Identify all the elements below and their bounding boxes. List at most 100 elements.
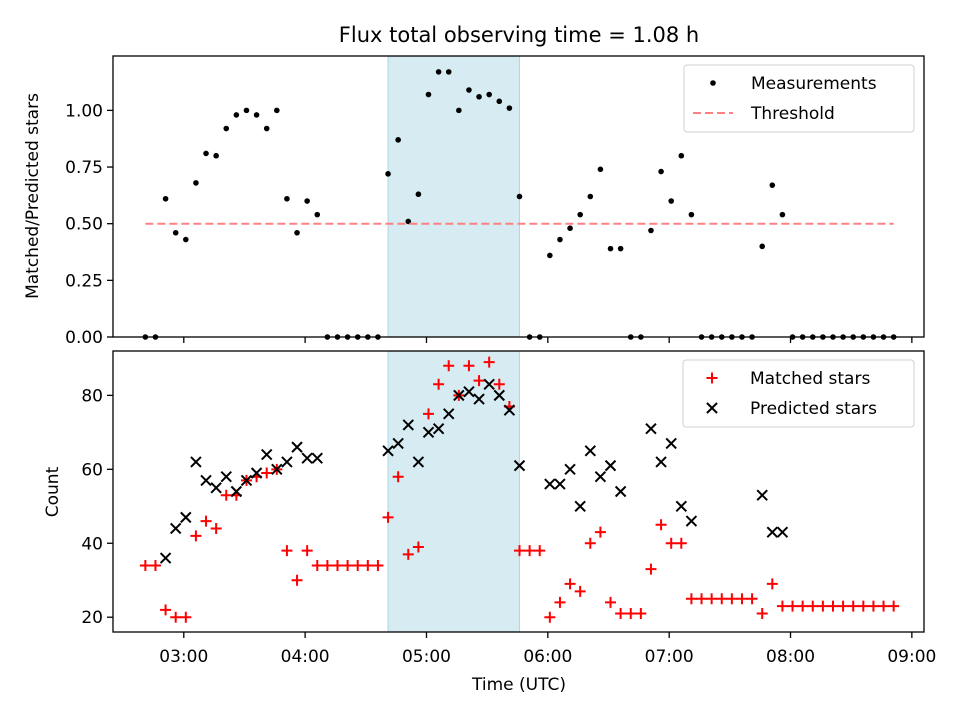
bottom-y-tick-label: 60 — [81, 460, 103, 480]
top-legend-label: Threshold — [750, 104, 835, 124]
matched-star-marker — [827, 600, 839, 612]
measurement-point — [314, 211, 321, 218]
matched-star-marker — [149, 559, 161, 571]
matched-star-marker — [766, 578, 778, 590]
matched-star-marker — [342, 559, 354, 571]
bottom-y-tick-label: 80 — [81, 386, 103, 406]
top-y-tick-label: 0.75 — [65, 158, 103, 178]
measurement-point — [557, 236, 563, 243]
predicted-star-marker — [392, 437, 404, 450]
measurement-point — [294, 229, 300, 236]
bottom-highlight-span-group — [387, 350, 521, 633]
predicted-star-marker — [220, 471, 232, 483]
matched-star-marker — [564, 578, 576, 590]
predicted-star-marker — [554, 478, 566, 490]
predicted-star-marker — [503, 404, 516, 416]
matched-star-marker — [180, 611, 192, 623]
measurement-point — [456, 107, 462, 114]
matched-star-marker — [311, 559, 323, 571]
matched-star-marker — [696, 593, 708, 605]
top-y-tick-label: 0.25 — [65, 271, 103, 291]
measurement-point — [476, 93, 482, 100]
bottom-legend: Matched stars Predicted stars — [682, 359, 915, 428]
predicted-star-marker — [260, 448, 273, 461]
predicted-star-marker — [190, 456, 202, 468]
predicted-star-marker — [685, 515, 698, 527]
predicted-star-marker — [584, 445, 597, 457]
bottom-y-tick-label: 20 — [81, 608, 103, 628]
matched-star-marker — [594, 526, 606, 538]
predicted-star-marker — [473, 393, 485, 405]
predicted-star-marker — [169, 522, 182, 535]
measurement-point — [516, 193, 523, 200]
top-highlight-span-group — [387, 55, 521, 338]
top-y-tick-label: 0.00 — [65, 328, 103, 348]
measurement-point — [435, 69, 442, 75]
measurement-point — [203, 150, 209, 157]
measurement-point — [688, 211, 695, 218]
measurement-point — [466, 87, 472, 93]
top-legend: Measurements Threshold — [683, 64, 915, 133]
measurement-point — [274, 107, 280, 114]
matched-star-marker — [301, 545, 313, 557]
predicted-star-marker — [756, 489, 768, 501]
matched-star-marker — [321, 559, 333, 571]
measurement-point — [587, 193, 594, 200]
top-x-tick-marks — [183, 337, 913, 343]
bottom-y-axis: 20 40 60 80 — [81, 386, 113, 628]
matched-star-marker — [261, 467, 273, 479]
x-tick-label: 07:00 — [645, 647, 694, 667]
predicted-star-marker — [483, 378, 495, 390]
measurement-point — [425, 91, 432, 98]
matched-star-marker — [463, 360, 475, 372]
measurement-point — [597, 166, 604, 173]
top-legend-box — [683, 64, 915, 133]
measurement-point — [213, 152, 219, 159]
matched-star-marker — [402, 548, 414, 560]
predicted-star-marker — [655, 456, 667, 468]
top-y-tick-label: 1.00 — [65, 101, 103, 121]
measurement-point — [648, 227, 654, 234]
matched-star-marker — [423, 408, 435, 420]
predicted-star-marker — [776, 526, 789, 538]
predicted-star-marker — [301, 452, 313, 464]
measurement-point — [769, 182, 776, 188]
matched-star-marker — [554, 596, 566, 608]
measurement-point — [779, 211, 786, 218]
matched-star-marker — [514, 545, 526, 557]
matched-star-marker — [776, 600, 788, 612]
legend-predicted-marker — [706, 402, 718, 414]
x-tick-label: 05:00 — [402, 647, 451, 667]
measurement-point — [759, 243, 766, 250]
matched-star-marker — [867, 600, 879, 612]
x-axis-label: Time (UTC) — [471, 675, 566, 695]
measurement-point — [304, 198, 310, 204]
matched-star-marker — [412, 541, 424, 553]
matched-star-marker — [362, 559, 374, 571]
matched-star-marker — [837, 600, 849, 612]
measurement-point — [617, 245, 624, 252]
matched-star-marker — [433, 378, 445, 390]
legend-matched-marker — [706, 372, 718, 384]
measurement-point — [172, 229, 179, 236]
bottom-marks-group — [139, 356, 900, 623]
bottom-legend-box — [682, 359, 915, 428]
measurement-point — [547, 252, 553, 259]
matched-star-marker — [170, 611, 182, 623]
predicted-star-marker — [180, 511, 192, 524]
measurement-point — [415, 191, 422, 198]
matched-star-marker — [878, 600, 890, 612]
predicted-star-marker — [564, 463, 576, 476]
measurement-point — [263, 125, 270, 132]
matched-star-marker — [352, 559, 364, 571]
matched-star-marker — [190, 530, 202, 542]
predicted-star-marker — [159, 552, 172, 564]
measurement-point — [567, 225, 573, 232]
matched-star-marker — [675, 537, 687, 549]
measurement-point — [445, 69, 452, 75]
matched-star-marker — [584, 537, 596, 549]
predicted-star-marker — [675, 500, 688, 512]
predicted-star-marker — [402, 419, 414, 431]
predicted-star-marker — [766, 526, 779, 538]
matched-star-marker — [534, 545, 546, 557]
